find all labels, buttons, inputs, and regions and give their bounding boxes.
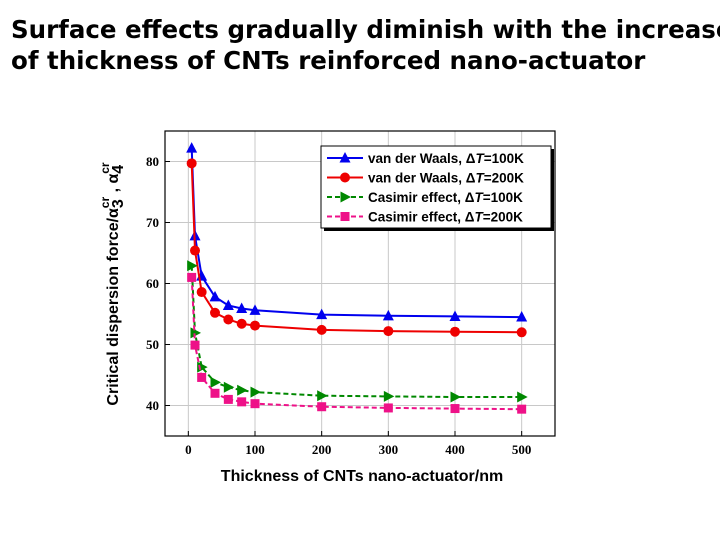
data-point [250, 386, 261, 398]
x-axis-label: Thickness of CNTs nano-actuator/nm [221, 468, 503, 485]
data-point [382, 309, 394, 321]
data-point [383, 390, 395, 402]
legend-entry: Casimir effect, ΔT=100K [368, 190, 523, 205]
slide-title-line-1: Surface effects gradually diminish with … [11, 15, 720, 44]
x-tick-label: 500 [512, 442, 532, 457]
data-point [383, 326, 394, 337]
y-tick-label: 40 [146, 398, 159, 413]
x-tick-label: 300 [379, 442, 399, 457]
data-point [317, 390, 328, 402]
data-point [516, 311, 528, 322]
data-point [190, 340, 200, 350]
y-tick-label: 80 [146, 154, 159, 169]
data-point [450, 404, 460, 414]
data-point [209, 290, 221, 302]
data-point [450, 391, 461, 403]
data-point [210, 388, 220, 398]
y-tick-label: 50 [146, 337, 159, 352]
slide-title-line-2: of thickness of CNTs reinforced nano-act… [11, 46, 646, 75]
data-point [237, 397, 247, 407]
x-tick-label: 100 [245, 442, 265, 457]
data-point [187, 272, 197, 282]
series-line-3 [190, 265, 522, 398]
data-point [516, 327, 527, 338]
legend-entry: Casimir effect, ΔT=200K [368, 210, 523, 225]
data-point [223, 394, 233, 404]
data-point [210, 376, 221, 388]
data-point [383, 403, 393, 413]
data-point [222, 299, 234, 310]
data-point [236, 302, 248, 314]
x-tick-label: 200 [312, 442, 332, 457]
x-tick-label: 0 [185, 442, 192, 457]
data-point [223, 381, 235, 393]
data-point [190, 245, 200, 256]
data-point [517, 391, 528, 403]
y-tick-label: 70 [146, 215, 159, 230]
legend-marker [340, 191, 351, 203]
data-point [236, 318, 247, 329]
legend-entry: van der Waals, ΔT=200K [368, 171, 524, 186]
data-point [186, 158, 197, 169]
y-axis-label-group: Critical dispersion force/α3cr , α4cr [98, 162, 127, 405]
legend-entry: van der Waals, ΔT=100K [368, 151, 524, 166]
data-point [316, 308, 328, 320]
legend-box [320, 145, 552, 229]
data-point [450, 326, 460, 337]
x-tick-label: 400 [445, 442, 465, 457]
y-tick-label: 60 [146, 276, 159, 291]
data-point [210, 307, 220, 318]
data-point [196, 287, 207, 298]
data-point [250, 320, 260, 331]
data-point [316, 324, 327, 335]
data-point [187, 260, 198, 272]
data-point [186, 142, 198, 153]
legend-marker [340, 172, 350, 183]
data-point [517, 404, 527, 414]
data-point [249, 304, 261, 315]
slide-title: Surface effects gradually diminish with … [11, 14, 720, 76]
data-point [223, 314, 234, 325]
data-point [197, 372, 207, 382]
y-axis-label: Critical dispersion force/α3cr , α4cr [98, 162, 127, 405]
series-line-4 [190, 277, 522, 411]
legend-marker [339, 152, 351, 163]
data-point [317, 402, 327, 412]
legend-marker [340, 212, 350, 221]
data-point [190, 327, 201, 339]
data-point [250, 399, 260, 409]
data-point [237, 384, 248, 396]
data-point [449, 310, 461, 321]
